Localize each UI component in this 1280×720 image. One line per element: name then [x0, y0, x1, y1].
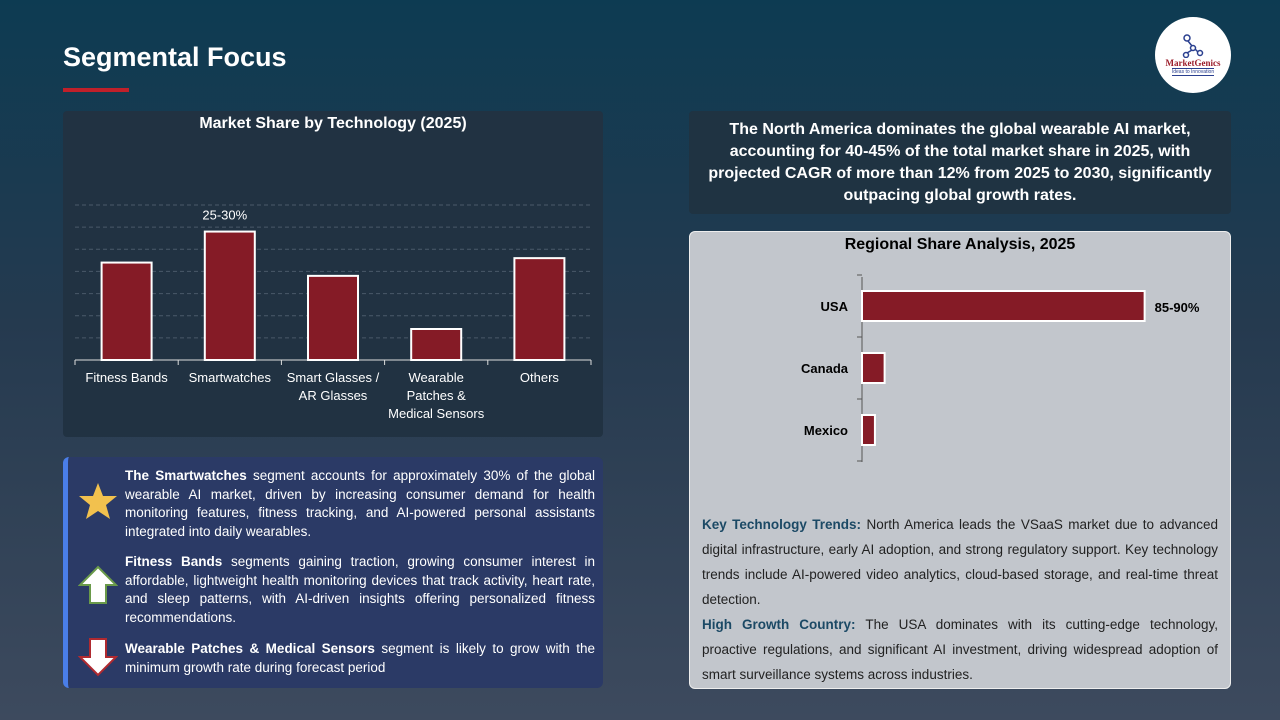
logo: MarketGenics Ideas to Innovation: [1155, 17, 1231, 93]
bar-0: [100, 261, 153, 361]
technology-chart-panel: Market Share by Technology (2025) Fitnes…: [63, 111, 603, 437]
data-label: 85-90%: [1155, 300, 1200, 315]
bar-1: [203, 230, 256, 361]
technology-chart-title: Market Share by Technology (2025): [199, 115, 467, 132]
insights-panel: The Smartwatches segment accounts for ap…: [63, 457, 603, 688]
molecule-icon: [1182, 34, 1204, 58]
logo-name: MarketGenics: [1165, 58, 1221, 68]
regional-chart-title: Regional Share Analysis, 2025: [844, 236, 1076, 253]
bar-canada: [861, 352, 886, 384]
bullet-smartwatches: The Smartwatches segment accounts for ap…: [125, 468, 596, 539]
high-growth-country: High Growth Country: The USA dominates w…: [702, 617, 1218, 682]
bar-3: [410, 328, 463, 361]
title-underline: [63, 88, 129, 92]
technology-bar-chart: Fitness Bands 25-30% Smartwatches Smart Gla…: [74, 204, 592, 421]
bullet-wearable-patches: Wearable Patches & Medical Sensors segme…: [125, 641, 595, 675]
bar-2: [307, 274, 359, 362]
star-icon: [79, 483, 117, 519]
regional-bar-chart: USA 85-90% Canada Mexico: [801, 274, 1200, 462]
bar-4: [513, 257, 566, 361]
category-label: Smart Glasses /: [287, 370, 380, 385]
regional-panel: Regional Share Analysis, 2025 USA 85-90% C…: [689, 231, 1231, 689]
regional-text: Key Technology Trends: North America lea…: [702, 512, 1218, 687]
category-label: AR Glasses: [299, 388, 368, 403]
category-label: USA: [821, 299, 849, 314]
key-trends: Key Technology Trends: North America lea…: [702, 517, 1218, 607]
category-label: Mexico: [804, 423, 848, 438]
bar-mexico: [861, 414, 876, 446]
logo-tagline: Ideas to Innovation: [1171, 68, 1215, 76]
category-label: Fitness Bands: [85, 370, 168, 385]
category-label: Patches &: [407, 388, 467, 403]
north-america-summary: The North America dominates the global w…: [689, 111, 1231, 214]
category-label: Smartwatches: [189, 370, 272, 385]
page-title: Segmental Focus: [63, 42, 287, 72]
category-label: Wearable: [408, 370, 463, 385]
bar-usa: [861, 290, 1146, 322]
category-label: Others: [520, 370, 560, 385]
bullet-fitness-bands: Fitness Bands segments gaining traction,…: [125, 554, 595, 625]
arrow-up-icon: [78, 565, 118, 604]
category-label: Medical Sensors: [388, 406, 485, 421]
data-label: 25-30%: [202, 208, 247, 223]
arrow-down-icon: [78, 638, 118, 677]
category-label: Canada: [801, 361, 849, 376]
